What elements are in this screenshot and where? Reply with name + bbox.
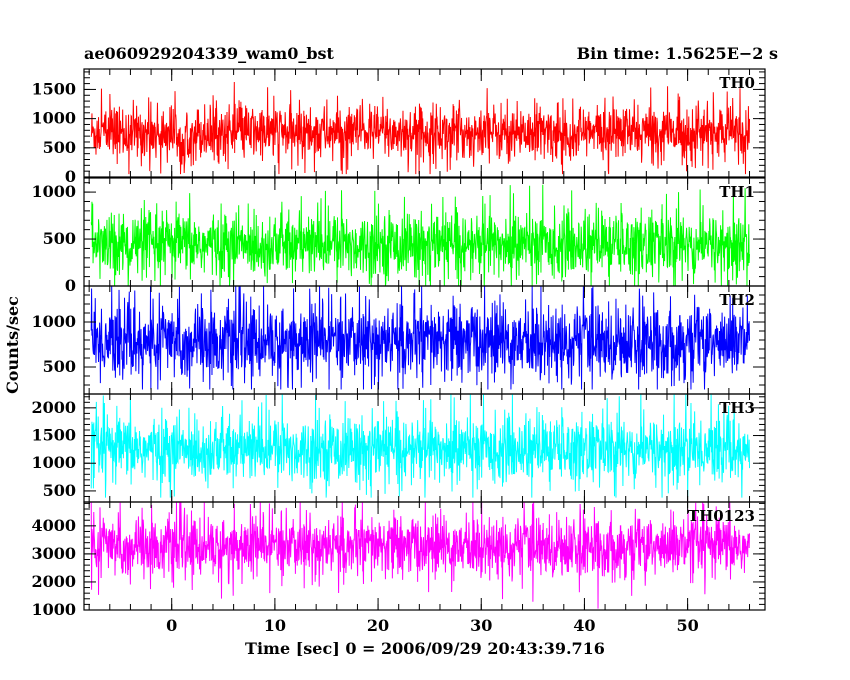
panel-th3: 500 1000 1500 2000 TH3	[31, 393, 766, 503]
panel-th0123: 1000 2000 3000 4000 TH0123	[31, 501, 766, 619]
series-line-th2	[90, 285, 751, 390]
y-tick-label: 0	[65, 167, 76, 186]
y-tick-label: 3000	[31, 544, 76, 563]
panel-frame-th0123	[83, 501, 766, 611]
panel-th0: 0 500 1000 1500 TH0	[31, 68, 766, 186]
bin-time-label: Bin time: 1.5625E−2 s	[577, 44, 778, 63]
y-tick-label: 2000	[31, 572, 76, 591]
panel-label-th1: TH1	[719, 183, 755, 201]
series-line-th3	[90, 393, 751, 498]
y-axis-label: Counts/sec	[3, 296, 22, 394]
y-tick-label: 0	[65, 276, 76, 295]
panel-label-th3: TH3	[719, 399, 755, 417]
x-tick-label: 0	[166, 616, 177, 635]
x-tick-label: 50	[676, 616, 698, 635]
x-tick-label: 30	[470, 616, 492, 635]
y-tick-label: 500	[43, 138, 76, 157]
panel-label-th2: TH2	[719, 291, 755, 309]
x-axis-label: Time [sec] 0 = 2006/09/29 20:43:39.716	[245, 639, 605, 658]
panel-label-th0: TH0	[719, 74, 755, 92]
panel-th2: 500 1000 TH2	[31, 285, 766, 395]
panel-label-th0123: TH0123	[688, 507, 755, 525]
y-tick-label: 1000	[31, 453, 76, 472]
y-tick-label: 1000	[31, 312, 76, 331]
y-tick-label: 2000	[31, 398, 76, 417]
x-tick-label: 40	[573, 616, 595, 635]
y-tick-label: 1000	[31, 600, 76, 619]
series-line-th0123	[90, 501, 751, 609]
y-tick-label: 500	[43, 357, 76, 376]
y-tick-label: 500	[43, 481, 76, 500]
y-tick-label: 4000	[31, 516, 76, 535]
panel-frame-th0	[83, 68, 766, 178]
y-tick-label: 1000	[31, 109, 76, 128]
y-tick-label: 1000	[31, 182, 76, 201]
panel-th1: 0 500 1000 TH1	[31, 177, 766, 295]
y-tick-label: 1500	[31, 426, 76, 445]
series-line-th0	[90, 81, 751, 175]
chart-title: ae060929204339_wam0_bst	[84, 44, 335, 63]
x-tick-label: 10	[264, 616, 286, 635]
series-line-th1	[90, 184, 751, 287]
x-tick-label: 20	[367, 616, 389, 635]
y-tick-label: 1500	[31, 79, 76, 98]
y-tick-label: 500	[43, 229, 76, 248]
